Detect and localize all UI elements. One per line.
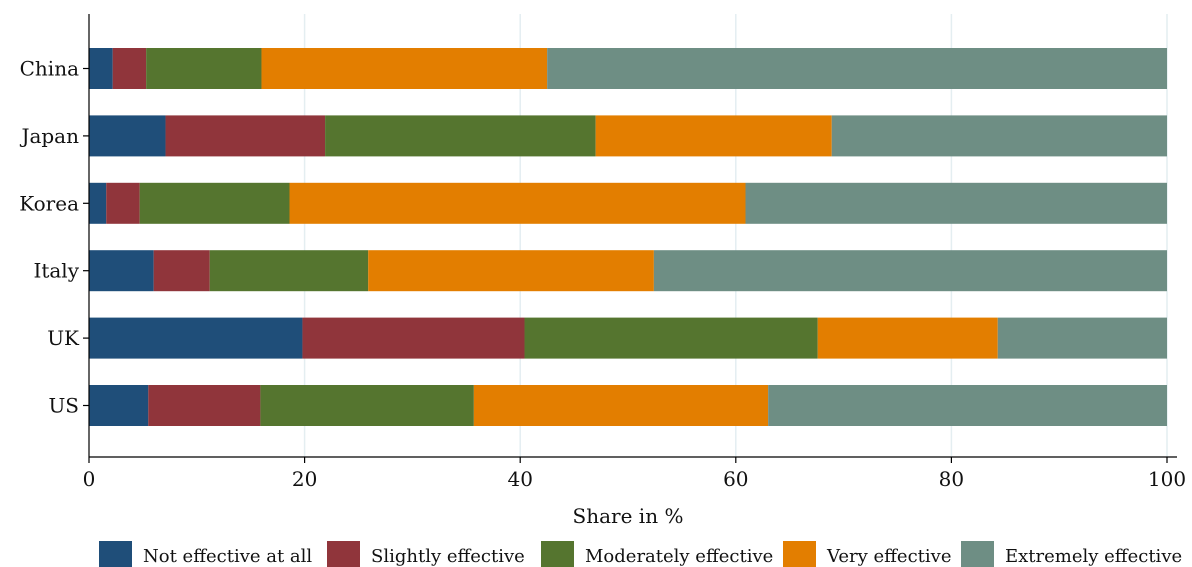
x-tick-label: 0 (83, 467, 96, 491)
x-tick-label: 80 (939, 467, 964, 491)
bar-segment (831, 115, 1167, 157)
legend-label: Slightly effective (371, 546, 525, 567)
bar-segment (302, 317, 525, 359)
bar-segment (595, 115, 832, 157)
bar-segment (112, 48, 147, 89)
y-tick-label: Korea (19, 191, 79, 215)
bar-segment (89, 317, 303, 359)
bar-segment (106, 182, 140, 224)
legend-swatch (327, 541, 360, 567)
y-tick-label: UK (47, 326, 80, 350)
x-tick-label: 100 (1148, 467, 1186, 491)
bar-segment (524, 317, 818, 359)
bar-segment (209, 250, 369, 292)
x-tick-label: 60 (723, 467, 748, 491)
legend-label: Not effective at all (143, 546, 312, 567)
bars (89, 48, 1167, 426)
legend-swatch (541, 541, 574, 567)
x-tick-label: 40 (507, 467, 532, 491)
bar-segment (89, 250, 154, 292)
y-tick-label: Italy (33, 259, 79, 283)
legend-swatch (99, 541, 132, 567)
bar-segment (997, 317, 1167, 359)
bar-segment (146, 48, 262, 89)
bar-segment (89, 385, 149, 426)
y-tick-labels: China Japan Korea Italy UK US (19, 57, 89, 418)
legend-label: Very effective (826, 546, 951, 567)
x-tick-label: 20 (292, 467, 317, 491)
legend-swatch (783, 541, 816, 567)
bar-segment (325, 115, 596, 157)
bar-segment (89, 48, 113, 89)
bar-segment (165, 115, 326, 157)
bar-segment (745, 182, 1167, 224)
bar-segment (653, 250, 1167, 292)
legend-swatch (961, 541, 994, 567)
bar-segment (473, 385, 769, 426)
y-tick-label: Japan (19, 124, 79, 148)
legend-label: Extremely effective (1005, 546, 1182, 567)
bar-segment (547, 48, 1167, 89)
bar-segment (139, 182, 290, 224)
y-tick-label: China (20, 57, 79, 81)
x-axis-title: Share in % (573, 504, 684, 528)
bar-segment (89, 182, 107, 224)
bar-segment (817, 317, 998, 359)
bar-segment (260, 385, 474, 426)
legend-label: Moderately effective (585, 546, 773, 567)
x-ticks: 0 20 40 60 80 100 (83, 457, 1186, 491)
y-tick-label: US (48, 394, 79, 418)
legend: Not effective at all Slightly effective Mo… (99, 541, 1182, 567)
bar-segment (153, 250, 210, 292)
bar-segment (148, 385, 261, 426)
axes (88, 14, 1177, 458)
bar-segment (261, 48, 548, 89)
bar-segment (289, 182, 746, 224)
bar-segment (89, 115, 166, 157)
bar-segment (768, 385, 1167, 426)
bar-segment (368, 250, 654, 292)
